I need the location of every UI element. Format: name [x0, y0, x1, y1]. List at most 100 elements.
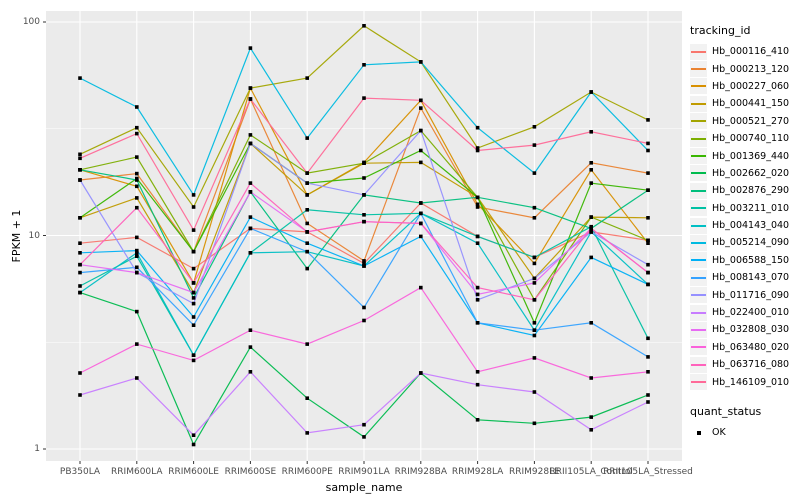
data-point[interactable]	[646, 400, 650, 404]
data-point[interactable]	[248, 328, 253, 332]
data-point[interactable]	[78, 168, 82, 172]
data-point[interactable]	[419, 60, 423, 64]
data-point[interactable]	[362, 305, 366, 310]
data-point[interactable]	[305, 396, 309, 400]
data-point[interactable]	[419, 98, 423, 103]
data-point[interactable]	[589, 181, 593, 185]
data-point[interactable]	[191, 296, 196, 300]
data-point[interactable]	[532, 321, 537, 325]
data-point[interactable]	[78, 156, 82, 161]
data-point[interactable]	[589, 168, 593, 172]
data-point[interactable]	[305, 342, 309, 346]
data-point[interactable]	[589, 415, 593, 419]
data-point[interactable]	[475, 205, 480, 209]
data-point[interactable]	[135, 131, 139, 136]
data-point[interactable]	[646, 171, 650, 175]
legend-item-quant-OK[interactable]: OK	[690, 424, 798, 441]
data-point[interactable]	[305, 221, 309, 226]
data-point[interactable]	[419, 371, 423, 375]
data-point[interactable]	[475, 234, 480, 239]
data-point[interactable]	[646, 216, 650, 220]
data-point[interactable]	[135, 205, 139, 210]
data-point[interactable]	[248, 345, 253, 349]
data-point[interactable]	[362, 161, 366, 165]
data-point[interactable]	[135, 196, 139, 200]
legend-item-Hb_005214_090[interactable]: Hb_005214_090	[690, 234, 798, 251]
data-point[interactable]	[532, 356, 537, 360]
data-point[interactable]	[589, 376, 593, 380]
data-point[interactable]	[362, 422, 366, 427]
legend-item-Hb_002876_290[interactable]: Hb_002876_290	[690, 182, 798, 199]
data-point[interactable]	[248, 190, 253, 194]
data-point[interactable]	[248, 133, 253, 137]
data-point[interactable]	[475, 370, 480, 374]
data-point[interactable]	[589, 230, 593, 234]
legend-item-Hb_006588_150[interactable]: Hb_006588_150	[690, 252, 798, 269]
data-point[interactable]	[646, 393, 650, 397]
data-point[interactable]	[589, 215, 593, 219]
data-point[interactable]	[532, 298, 537, 302]
data-point[interactable]	[135, 178, 139, 182]
legend-item-Hb_032808_030[interactable]: Hb_032808_030	[690, 321, 798, 338]
data-point[interactable]	[191, 353, 196, 357]
data-point[interactable]	[419, 106, 423, 110]
data-point[interactable]	[419, 148, 423, 153]
legend-item-Hb_011716_090[interactable]: Hb_011716_090	[690, 286, 798, 304]
data-point[interactable]	[589, 161, 593, 165]
data-point[interactable]	[305, 208, 309, 212]
data-point[interactable]	[475, 148, 480, 153]
data-point[interactable]	[305, 181, 309, 185]
legend-item-Hb_022400_010[interactable]: Hb_022400_010	[690, 304, 798, 321]
data-point[interactable]	[135, 125, 139, 130]
data-point[interactable]	[191, 193, 196, 197]
data-point[interactable]	[135, 342, 139, 346]
data-point[interactable]	[248, 226, 253, 231]
data-point[interactable]	[191, 358, 196, 363]
data-point[interactable]	[362, 63, 366, 67]
data-point[interactable]	[532, 205, 537, 210]
data-point[interactable]	[135, 105, 139, 109]
data-point[interactable]	[191, 301, 196, 306]
data-point[interactable]	[78, 284, 82, 288]
legend-item-Hb_063716_080[interactable]: Hb_063716_080	[690, 356, 798, 373]
data-point[interactable]	[78, 76, 82, 80]
data-point[interactable]	[305, 241, 309, 245]
data-point[interactable]	[475, 382, 480, 387]
data-point[interactable]	[475, 195, 480, 200]
data-point[interactable]	[646, 370, 650, 374]
data-point[interactable]	[646, 118, 650, 122]
data-point[interactable]	[78, 178, 82, 182]
legend-item-Hb_000521_270[interactable]: Hb_000521_270	[690, 113, 798, 130]
data-point[interactable]	[248, 251, 253, 255]
data-point[interactable]	[78, 371, 82, 375]
data-point[interactable]	[78, 290, 82, 295]
data-point[interactable]	[191, 315, 196, 319]
data-point[interactable]	[135, 265, 139, 270]
data-point[interactable]	[305, 136, 309, 140]
data-point[interactable]	[475, 321, 480, 325]
data-point[interactable]	[646, 270, 650, 275]
legend-item-Hb_000740_110[interactable]: Hb_000740_110	[690, 130, 798, 147]
legend-item-Hb_008143_070[interactable]: Hb_008143_070	[690, 269, 798, 286]
legend-item-Hb_003211_010[interactable]: Hb_003211_010	[690, 200, 798, 217]
data-point[interactable]	[475, 285, 480, 290]
data-point[interactable]	[305, 431, 309, 435]
data-point[interactable]	[646, 241, 650, 245]
data-point[interactable]	[419, 160, 423, 165]
data-point[interactable]	[191, 290, 196, 295]
data-point[interactable]	[532, 171, 537, 175]
data-point[interactable]	[305, 230, 309, 234]
data-point[interactable]	[532, 261, 537, 266]
data-point[interactable]	[532, 328, 537, 332]
data-point[interactable]	[532, 390, 537, 394]
data-point[interactable]	[305, 171, 309, 175]
data-point[interactable]	[532, 333, 537, 338]
data-point[interactable]	[305, 266, 309, 271]
data-point[interactable]	[532, 281, 537, 285]
data-point[interactable]	[362, 193, 366, 197]
data-point[interactable]	[248, 97, 253, 101]
data-point[interactable]	[475, 241, 480, 245]
data-point[interactable]	[191, 442, 196, 447]
data-point[interactable]	[419, 211, 423, 216]
data-point[interactable]	[419, 201, 423, 205]
